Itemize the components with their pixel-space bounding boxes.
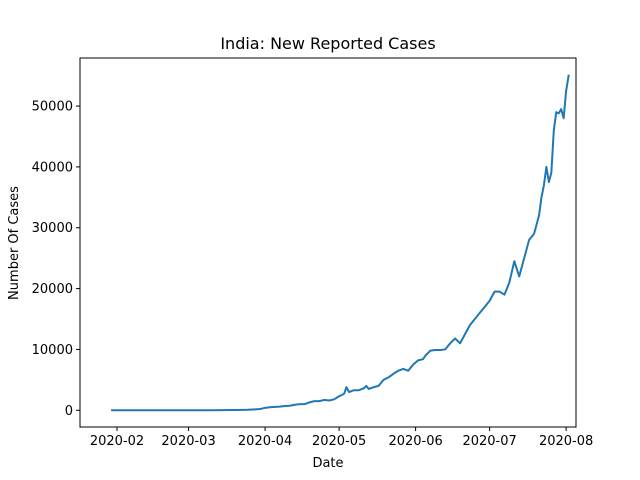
chart-title: India: New Reported Cases — [220, 34, 435, 53]
x-tick-label: 2020-06 — [388, 434, 442, 449]
x-tick-label: 2020-05 — [312, 434, 366, 449]
y-tick-label: 30000 — [32, 221, 73, 236]
y-axis-title: Number Of Cases — [7, 186, 22, 300]
series-layer — [111, 74, 570, 412]
x-tick-label: 2020-03 — [161, 434, 215, 449]
y-axis: 0 10000 20000 30000 40000 50000 — [32, 100, 80, 419]
series-line — [111, 74, 570, 412]
y-tick-label: 20000 — [32, 282, 73, 297]
x-tick-label: 2020-07 — [462, 434, 516, 449]
x-axis-title: Date — [312, 456, 343, 471]
x-axis: 2020-02 2020-03 2020-04 2020-05 2020-06 2020-… — [90, 427, 593, 449]
x-tick-label: 2020-08 — [539, 434, 593, 449]
x-tick-label: 2020-04 — [238, 434, 292, 449]
x-tick-label: 2020-02 — [90, 434, 144, 449]
plot-frame — [79, 57, 577, 428]
y-tick-label: 10000 — [32, 343, 73, 358]
y-tick-label: 40000 — [32, 160, 73, 175]
y-tick-label: 0 — [65, 404, 73, 419]
y-tick-label: 50000 — [32, 100, 73, 115]
